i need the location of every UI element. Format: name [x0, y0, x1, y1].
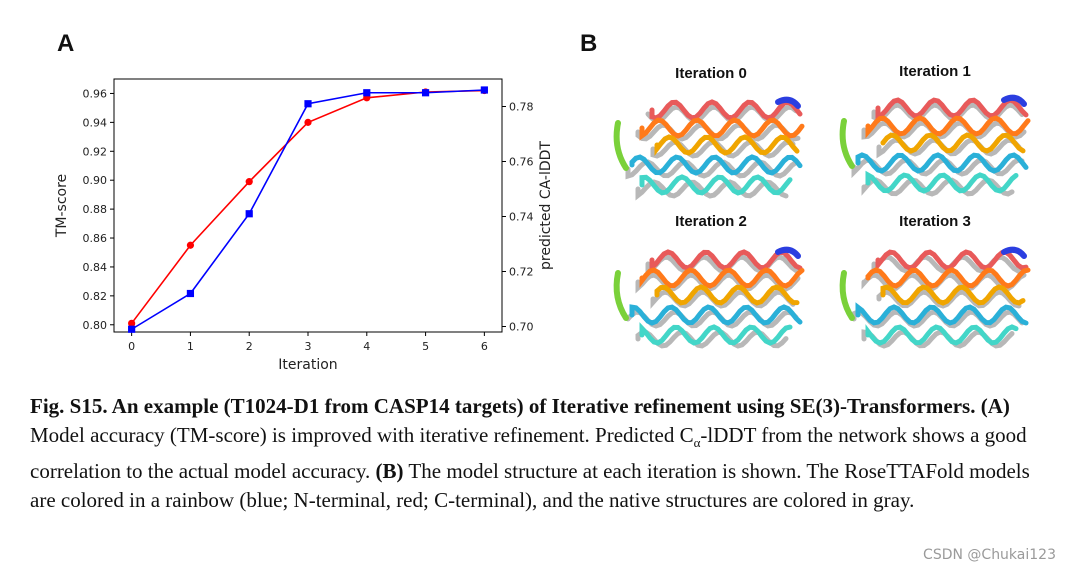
model-helix — [880, 132, 1026, 154]
model-terminus — [1001, 246, 1027, 259]
protein-structure-iteration-2 — [613, 246, 805, 349]
figure-caption: Fig. S15. An example (T1024-D1 from CASP… — [30, 392, 1050, 515]
native-helix — [876, 289, 1022, 309]
tm-score-point — [128, 319, 136, 327]
protein-structure-iteration-1 — [839, 94, 1031, 197]
model-helix — [629, 304, 803, 326]
y-left-tick-label: 0.82 — [83, 290, 108, 303]
predicted-ca-lddt-point — [480, 86, 488, 94]
predicted-ca-lddt-point — [186, 289, 195, 298]
y-right-tick-label: 0.72 — [509, 266, 534, 279]
predicted-ca-lddt-point — [304, 100, 312, 108]
x-tick-label: 3 — [305, 340, 312, 353]
iteration-0-title: Iteration 0 — [675, 65, 747, 82]
caption-text-a-1: Model accuracy (TM-score) is improved wi… — [30, 423, 694, 447]
y-right-tick-label: 0.70 — [509, 321, 534, 334]
line-chart: 0 1 2 3 4 5 6 0.80 0.82 0.84 0.86 0.88 0.90 0.92 0.94 0… — [54, 78, 554, 373]
chart-series — [128, 86, 488, 333]
model-helix — [875, 249, 1029, 272]
predicted-ca-lddt-point — [128, 325, 136, 333]
model-helix — [865, 267, 1031, 289]
x-tick-label: 5 — [422, 340, 429, 353]
tm-score-point — [245, 178, 253, 186]
plot-frame — [113, 78, 503, 333]
y-left-tick-label: 0.92 — [83, 145, 108, 158]
y-axis-right-title: predicted CA-lDDT — [538, 141, 554, 270]
model-loop — [839, 270, 855, 321]
iteration-3-title: Iteration 3 — [899, 213, 971, 230]
model-helix — [649, 99, 803, 121]
native-helix — [851, 309, 1025, 329]
watermark: CSDN @Chukai123 — [923, 547, 1056, 563]
panel-b-label: B — [580, 30, 598, 57]
model-helix — [654, 284, 800, 306]
x-tick-label: 1 — [187, 340, 194, 353]
x-tick-label: 2 — [246, 340, 253, 353]
model-helix — [639, 267, 805, 289]
model-helix — [639, 117, 805, 141]
predicted-ca-lddt-point — [421, 89, 430, 97]
predicted-ca-lddt-point — [363, 89, 371, 97]
model-helix — [875, 97, 1029, 120]
protein-structure-iteration-0 — [613, 96, 805, 201]
model-terminus — [775, 96, 801, 109]
caption-alpha-subscript: α — [693, 435, 701, 451]
y-left-tick-label: 0.84 — [83, 261, 108, 274]
y-left-tick-label: 0.90 — [83, 174, 108, 187]
tm-score-point — [304, 118, 312, 126]
model-loop — [613, 120, 629, 171]
model-helix — [649, 249, 803, 273]
predicted-ca-lddt-point — [245, 210, 253, 218]
iteration-1-title: Iteration 1 — [899, 63, 971, 80]
iteration-2-title: Iteration 2 — [675, 213, 747, 230]
y-axis-left-title: TM-score — [54, 174, 70, 238]
model-helix — [855, 302, 1029, 326]
model-helix — [855, 152, 1029, 174]
panel-a-label: A — [57, 30, 75, 57]
x-tick-label: 6 — [481, 340, 488, 353]
model-helix — [880, 284, 1026, 306]
y-right-tick-label: 0.78 — [509, 101, 534, 114]
model-helix — [629, 154, 803, 176]
x-tick-label: 0 — [128, 340, 135, 353]
y-right-tick-label: 0.74 — [509, 211, 534, 224]
model-helix — [639, 174, 793, 196]
model-loop — [839, 118, 855, 169]
chart-axes: 0 1 2 3 4 5 6 0.80 0.82 0.84 0.86 0.88 0.90 0.92 0.94 0… — [83, 78, 534, 353]
caption-title: Fig. S15. An example (T1024-D1 from CASP… — [30, 394, 976, 418]
model-loop — [613, 270, 629, 321]
model-helix — [654, 134, 800, 156]
y-right-tick-label: 0.76 — [509, 156, 534, 169]
model-terminus — [775, 246, 801, 259]
y-left-tick-label: 0.96 — [83, 87, 108, 100]
caption-label-a: (A) — [980, 394, 1010, 418]
y-left-tick-label: 0.86 — [83, 232, 108, 245]
caption-text-b: The model structure at each iteration is… — [30, 459, 1030, 513]
native-helix — [635, 179, 789, 201]
model-terminus — [1001, 94, 1027, 107]
y-left-tick-label: 0.94 — [83, 116, 108, 129]
protein-structure-iteration-3 — [839, 246, 1031, 349]
model-helix — [865, 324, 1019, 346]
caption-label-b: (B) — [375, 459, 404, 484]
native-helix — [625, 159, 799, 180]
model-helix — [639, 322, 793, 346]
y-left-tick-label: 0.80 — [83, 319, 108, 332]
x-axis-title: Iteration — [278, 357, 337, 373]
tm-score-point — [186, 241, 195, 249]
model-helix — [865, 115, 1031, 139]
x-tick-label: 4 — [363, 340, 370, 353]
y-left-tick-label: 0.88 — [83, 203, 108, 216]
caption-text-a-2: -lDDT from the network shows a good corr… — [30, 423, 1027, 484]
model-helix — [865, 170, 1019, 194]
